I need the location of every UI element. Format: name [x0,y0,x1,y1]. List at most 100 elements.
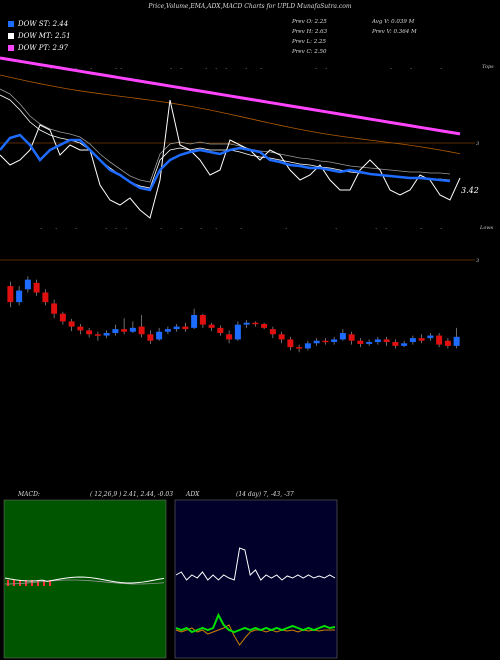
low-marker: ˆ [115,228,118,234]
dow-st-line [0,133,451,192]
stat-prev-volume: Prev V: 0.364 M [372,29,417,35]
adx-line [175,547,336,581]
candle-body [173,326,180,330]
stat-prev-low: Prev L: 2.25 [292,39,326,45]
candle-body [409,338,416,342]
candle-body [208,324,215,328]
candle-body [112,329,119,333]
top-marker: ˇ [215,68,218,74]
candle-body [156,331,163,340]
top-marker: ˇ [40,68,43,74]
candle-body [199,315,206,325]
legend-label-mt: DOW MT: 2.51 [18,32,71,40]
dow-pt-line [0,56,461,136]
ema-lines [0,56,475,261]
stat-prev-high: Prev H: 2.63 [292,29,328,35]
candle-body [401,343,408,346]
candle-body [24,279,31,290]
label-tops: Tops [482,64,494,70]
low-marker: ˆ [105,228,108,234]
candle-body [33,282,40,293]
low-marker: ˆ [55,228,58,234]
legend-label-pt: DOW PT: 2.97 [18,44,69,52]
candle-body [7,286,14,303]
candle-body [444,340,451,346]
macd-title: MACD: [18,491,40,498]
price-line [0,99,461,219]
candle-body [313,340,320,344]
legend-label-st: DOW ST: 2.44 [18,20,69,28]
top-marker: ˇ [245,68,248,74]
low-marker: ˆ [200,228,203,234]
legend-swatch-pt [8,45,14,51]
candle-body [234,324,241,340]
candles [7,276,460,353]
stat-prev-open: Prev O: 2.25 [292,19,327,25]
macd-params: ( 12,26,9 ) 2.41, 2.44, -0.03 [90,491,174,498]
stat-prev-close: Prev C: 2.50 [292,49,327,55]
candle-body [436,335,443,345]
candle-body [278,334,285,340]
candle-body [287,339,294,348]
top-marker: ˇ [75,68,78,74]
candle-body [331,339,338,342]
candle-body [383,339,390,342]
candle-body [339,333,346,340]
candle-body [243,322,250,325]
legend-dow-st: DOW ST: 2.44 [8,20,68,30]
candle-body [304,343,311,349]
candle-body [322,340,329,343]
candle-body [51,303,58,314]
low-marker: ˆ [160,228,163,234]
last-price-label: 3.42 [461,186,479,195]
candle-body [77,326,84,331]
candle-body [147,334,154,341]
low-marker: ˆ [125,228,128,234]
candle-body [252,322,259,325]
candle-body [68,321,75,327]
candle-body [103,333,110,336]
candle-body [348,334,355,341]
low-marker: ˆ [420,228,423,234]
top-marker: ˇ [315,68,318,74]
candle-body [86,330,93,335]
top-marker: ˇ [90,68,93,74]
top-marker: ˇ [205,68,208,74]
low-marker: ˆ [215,228,218,234]
low-marker: ˆ [385,228,388,234]
candle-body [226,334,233,340]
low-marker: ˆ [285,228,288,234]
candle-body [418,338,425,341]
low-marker: ˆ [240,228,243,234]
macd-line [4,576,165,584]
candle-body [392,342,399,346]
candle-body [191,315,198,328]
top-marker: ˇ [325,68,328,74]
top-marker: ˇ [115,68,118,74]
label-level-3b: 3 [476,258,480,264]
candle-body [427,335,434,339]
adx-title: ADX [186,491,200,498]
adx-lines [175,547,336,646]
adx-params: (14 day) 7, -43, -37 [236,491,294,498]
candle-body [16,290,23,303]
low-marker: ˆ [440,228,443,234]
candle-body [59,313,66,322]
macd-panel-bg [3,499,167,659]
ema-orange [0,74,461,155]
candle-body [138,326,145,335]
candle-body [121,329,128,332]
candle-body [453,336,460,346]
candle-body [129,327,136,332]
macd-lines [4,576,165,586]
adx-minus-di-line [175,624,335,646]
top-marker: ˇ [50,68,53,74]
legend-swatch-mt [8,33,14,39]
macd-signal-line [4,579,165,585]
low-marker: ˆ [335,228,338,234]
chart-title: Price,Volume,EMA,ADX,MACD Charts for UPL… [148,3,352,10]
top-marker: ˇ [410,68,413,74]
candle-body [374,339,381,342]
legend-dow-pt: DOW PT: 2.97 [8,44,68,54]
